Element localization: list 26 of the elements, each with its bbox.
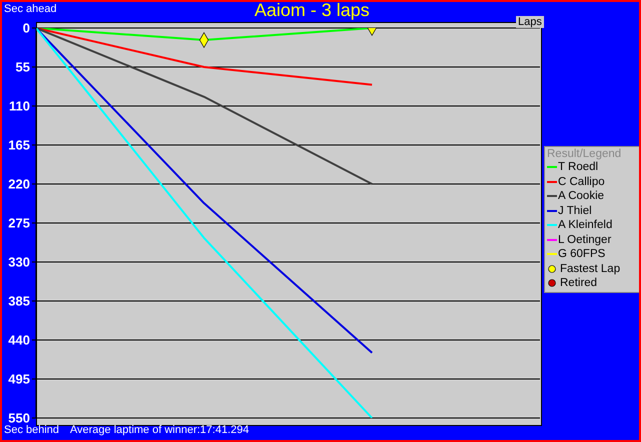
y-tick-label: 275 xyxy=(8,216,30,231)
y-tick-label: 495 xyxy=(8,372,30,387)
y-tick-label: 385 xyxy=(8,294,30,309)
y-tick-label: 330 xyxy=(8,254,30,270)
text: Average laptime of winner:17:41.294 xyxy=(70,424,249,436)
legend-label: J Thiel xyxy=(558,204,592,217)
y-tick-label: 440 xyxy=(8,332,30,348)
y-axis-title: Sec ahead xyxy=(4,3,57,15)
legend-label: T Roedl xyxy=(558,161,598,174)
chart-title: Aaiom - 3 laps xyxy=(254,1,370,20)
y-tick-label: 165 xyxy=(8,138,30,153)
y-tick-label: 550 xyxy=(8,410,30,426)
text: Sec behind xyxy=(4,424,60,436)
y-tick-label: 0 xyxy=(22,20,30,36)
x-axis-title: Laps xyxy=(516,16,544,28)
y-tick-label: 110 xyxy=(9,98,30,114)
y-tick-label: 220 xyxy=(8,176,30,192)
y-tick-label: 55 xyxy=(16,60,30,75)
legend-label: C Callipo xyxy=(558,176,605,188)
legend-label: A Kleinfeld xyxy=(558,219,612,232)
legend-label: Retired xyxy=(560,277,598,290)
legend-label: L Oetinger xyxy=(558,234,612,246)
legend-label: G 60FPS xyxy=(558,248,606,260)
legend-label: A Cookie xyxy=(558,190,604,202)
legend-label: Fastest Lap xyxy=(560,262,620,275)
legend-title: Result/Legend xyxy=(547,148,622,160)
